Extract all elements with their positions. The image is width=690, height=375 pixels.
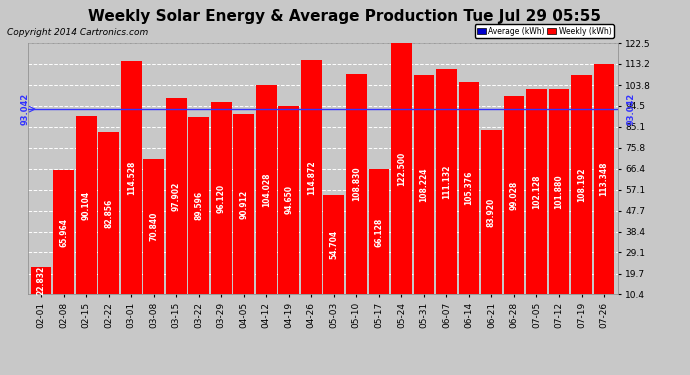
Text: 122.500: 122.500 — [397, 152, 406, 186]
Text: 70.840: 70.840 — [149, 212, 158, 242]
Text: 108.830: 108.830 — [352, 167, 361, 201]
Bar — [368, 170, 389, 294]
Text: 111.132: 111.132 — [442, 164, 451, 199]
Bar — [301, 60, 322, 294]
Text: 114.528: 114.528 — [127, 160, 136, 195]
Bar — [593, 64, 614, 294]
Text: 99.028: 99.028 — [509, 180, 518, 210]
Text: 90.912: 90.912 — [239, 190, 248, 219]
Bar — [188, 117, 209, 294]
Text: 22.832: 22.832 — [37, 266, 46, 295]
Bar — [121, 61, 141, 294]
Bar — [144, 159, 164, 294]
Bar — [526, 89, 547, 294]
Bar — [233, 114, 254, 294]
Text: 83.920: 83.920 — [487, 197, 496, 226]
Bar — [391, 43, 412, 294]
Text: 114.872: 114.872 — [307, 160, 316, 195]
Bar — [504, 96, 524, 294]
Bar — [279, 105, 299, 294]
Bar — [256, 84, 277, 294]
Bar — [549, 89, 569, 294]
Text: 90.104: 90.104 — [81, 190, 90, 220]
Bar — [76, 116, 97, 294]
Text: 65.964: 65.964 — [59, 217, 68, 247]
Text: 96.120: 96.120 — [217, 184, 226, 213]
Text: 94.650: 94.650 — [284, 186, 293, 214]
Bar — [413, 75, 434, 294]
Text: Weekly Solar Energy & Average Production Tue Jul 29 05:55: Weekly Solar Energy & Average Production… — [88, 9, 602, 24]
Bar — [98, 132, 119, 294]
Text: 54.704: 54.704 — [329, 230, 338, 259]
Text: 102.128: 102.128 — [532, 174, 541, 209]
Bar — [53, 170, 74, 294]
Text: 89.596: 89.596 — [194, 191, 204, 220]
Bar — [571, 75, 592, 294]
Legend: Average (kWh), Weekly (kWh): Average (kWh), Weekly (kWh) — [475, 24, 613, 38]
Text: 104.028: 104.028 — [262, 172, 270, 207]
Text: 93.042: 93.042 — [627, 93, 635, 125]
Text: 66.128: 66.128 — [375, 217, 384, 246]
Bar — [436, 69, 457, 294]
Text: 108.224: 108.224 — [420, 168, 428, 202]
Bar — [459, 81, 480, 294]
Bar — [346, 74, 366, 294]
Bar — [481, 130, 502, 294]
Bar — [166, 98, 186, 294]
Text: 97.902: 97.902 — [172, 182, 181, 211]
Bar — [211, 102, 232, 294]
Text: Copyright 2014 Cartronics.com: Copyright 2014 Cartronics.com — [7, 28, 148, 37]
Bar — [31, 267, 52, 294]
Text: 105.376: 105.376 — [464, 171, 473, 205]
Text: 93.042: 93.042 — [21, 93, 30, 125]
Bar — [324, 195, 344, 294]
Text: 101.880: 101.880 — [555, 174, 564, 209]
Text: 113.348: 113.348 — [600, 162, 609, 196]
Text: 108.192: 108.192 — [577, 168, 586, 202]
Text: 82.856: 82.856 — [104, 198, 113, 228]
